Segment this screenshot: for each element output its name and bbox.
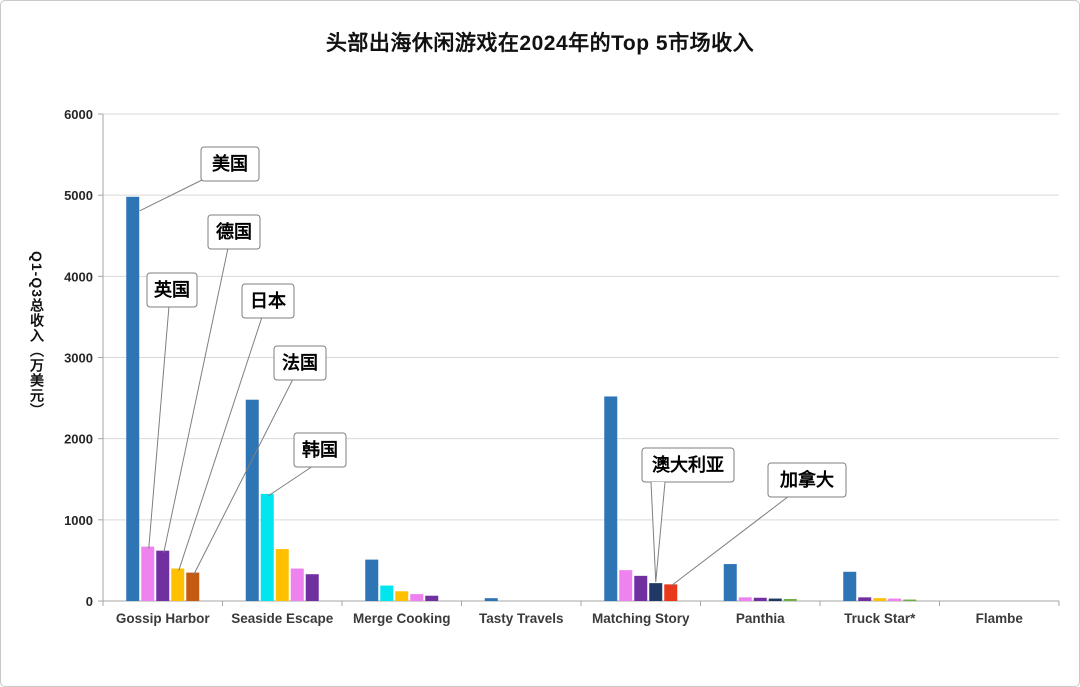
callout-label: 德国 — [216, 221, 252, 242]
callout-leader-line — [139, 178, 205, 212]
callout-leader-line — [193, 378, 294, 575]
bar — [395, 591, 409, 601]
y-tick-label: 1000 — [64, 513, 93, 528]
bar — [260, 493, 274, 601]
bar — [156, 550, 170, 601]
bar — [903, 599, 917, 601]
y-tick-label: 0 — [86, 594, 93, 609]
y-tick-label: 4000 — [64, 269, 93, 284]
callout-box — [146, 272, 198, 308]
bar — [141, 546, 155, 601]
bar — [873, 598, 887, 601]
y-axis-title: Q1-Q3总收入（万美元） — [29, 251, 45, 419]
callout-box — [273, 345, 327, 381]
callout-label: 加拿大 — [779, 469, 834, 490]
y-tick-label: 2000 — [64, 432, 93, 447]
bar — [604, 396, 618, 601]
bar — [484, 598, 498, 601]
callout-label: 法国 — [282, 352, 318, 373]
bar — [365, 559, 379, 601]
callout-leader-line — [267, 465, 314, 497]
x-category-label: Gossip Harbor — [116, 611, 211, 626]
callout-box — [293, 432, 347, 468]
callout-label: 澳大利亚 — [652, 454, 724, 475]
y-tick-label: 5000 — [64, 188, 93, 203]
bar — [753, 597, 767, 601]
bar — [425, 595, 439, 601]
callout-label: 韩国 — [302, 439, 338, 460]
callout-label: 英国 — [153, 279, 190, 300]
callout-box — [241, 283, 295, 319]
bar — [634, 575, 648, 601]
callout-leader-line — [178, 316, 263, 571]
bar — [738, 597, 752, 601]
bar — [723, 564, 737, 601]
bar — [305, 574, 319, 601]
callout-box — [641, 447, 735, 483]
chart-title: 头部出海休闲游戏在2024年的Top 5市场收入 — [325, 32, 755, 55]
callout-box — [207, 214, 261, 250]
bar — [275, 549, 289, 601]
bar — [126, 196, 140, 602]
callout-wedge-pointer — [650, 481, 666, 583]
x-category-label: Panthia — [736, 611, 785, 626]
callout-box — [767, 462, 847, 498]
callout-leader-line — [163, 247, 229, 553]
x-category-label: Tasty Travels — [479, 611, 564, 626]
bar — [186, 572, 200, 601]
bar — [664, 584, 678, 601]
y-tick-label: 3000 — [64, 351, 93, 366]
bar — [410, 594, 424, 601]
callout-leader-line — [148, 305, 170, 549]
bar — [380, 585, 394, 601]
callout-label: 日本 — [250, 290, 286, 311]
bar — [290, 568, 304, 601]
bar — [888, 598, 902, 601]
bar — [783, 598, 797, 601]
bar — [858, 597, 872, 601]
x-category-label: Flambe — [976, 611, 1024, 626]
x-category-label: Seaside Escape — [231, 611, 334, 626]
y-tick-label: 6000 — [64, 107, 93, 122]
callout-leader-line — [671, 495, 790, 586]
x-category-label: Matching Story — [592, 611, 690, 626]
callout-label: 美国 — [212, 153, 248, 174]
bar — [768, 598, 782, 601]
bar — [245, 399, 259, 601]
bar — [619, 570, 633, 601]
bar — [843, 571, 857, 601]
x-category-label: Merge Cooking — [353, 611, 451, 626]
bar — [171, 568, 185, 601]
x-category-label: Truck Star* — [844, 611, 916, 626]
callout-box — [200, 146, 260, 182]
bar — [649, 583, 663, 601]
